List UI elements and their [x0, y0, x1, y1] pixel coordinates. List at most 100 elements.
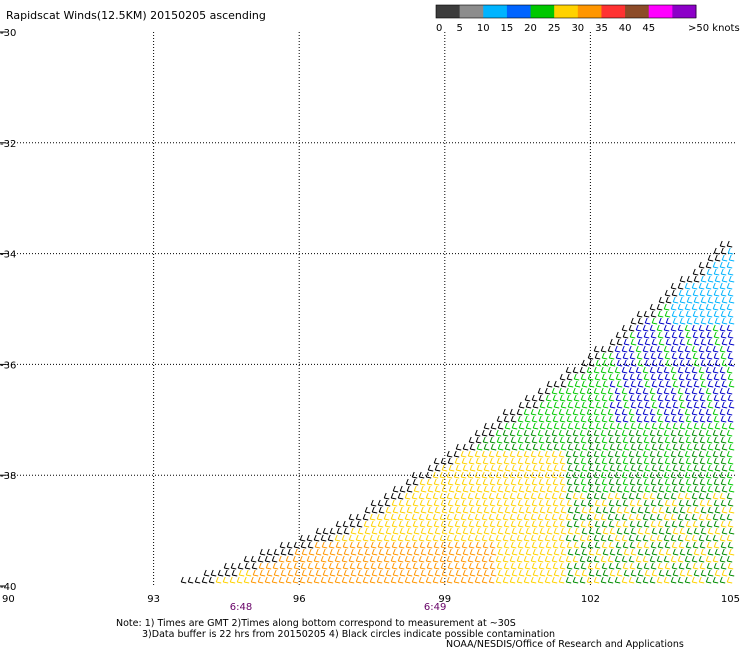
wind-barb [721, 338, 728, 346]
wind-barb [483, 506, 490, 514]
wind-barb [433, 457, 440, 465]
wind-barb [558, 492, 565, 500]
wind-barb [580, 457, 587, 465]
wind-barb [657, 415, 664, 423]
wind-barb [530, 429, 537, 437]
wind-barb [460, 555, 467, 563]
wind-barb [559, 520, 566, 528]
wind-barb [336, 569, 343, 577]
wind-barb [476, 569, 483, 577]
wind-barb [530, 555, 537, 563]
wind-barb [573, 415, 580, 423]
wind-barb [418, 576, 425, 584]
wind-barb [475, 478, 482, 486]
wind-barb [553, 464, 560, 472]
wind-barb [679, 569, 686, 577]
wind-barb [560, 506, 567, 514]
wind-barb [665, 569, 672, 577]
wind-barb [656, 471, 663, 479]
wind-barb [658, 359, 665, 367]
wind-barb [481, 471, 488, 479]
wind-barb [713, 352, 720, 360]
wind-barb [677, 366, 684, 374]
wind-barb [455, 527, 462, 535]
wind-barb [286, 541, 293, 549]
wind-barb [629, 478, 636, 486]
wind-barb [441, 485, 448, 493]
wind-barb [587, 394, 594, 402]
wind-barb [320, 534, 327, 542]
wind-barb [496, 520, 503, 528]
wind-barb [440, 478, 447, 486]
wind-barb [607, 555, 614, 563]
wind-barb [538, 478, 545, 486]
wind-barb [497, 527, 504, 535]
wind-barb [698, 429, 705, 437]
wind-barb [432, 534, 439, 542]
wind-barb [663, 345, 670, 353]
wind-barb [700, 548, 707, 556]
wind-barb [693, 422, 700, 430]
wind-barb [623, 359, 630, 367]
wind-barb [684, 408, 691, 416]
wind-barb [587, 541, 594, 549]
wind-barb [420, 506, 427, 514]
wind-barb [670, 303, 677, 311]
wind-barb [719, 345, 726, 353]
wind-barb [496, 457, 503, 465]
wind-barb [468, 478, 475, 486]
wind-barb [453, 513, 460, 521]
wind-barb [593, 492, 600, 500]
wind-barb [244, 562, 251, 570]
wind-barb [670, 408, 677, 416]
wind-barb [490, 464, 497, 472]
wind-barb [705, 366, 712, 374]
wind-barb [728, 338, 735, 346]
wind-barb [615, 373, 622, 381]
wind-barb [630, 569, 637, 577]
wind-barb [567, 422, 574, 430]
wind-barb [469, 485, 476, 493]
wind-barb [621, 366, 628, 374]
wind-barb [706, 457, 713, 465]
wind-barb [602, 380, 609, 388]
wind-barb [593, 366, 600, 374]
wind-barb [712, 387, 719, 395]
wind-barb [700, 464, 707, 472]
wind-barb [474, 471, 481, 479]
wind-barb [707, 548, 714, 556]
wind-barb [691, 429, 698, 437]
wind-barb [663, 450, 670, 458]
wind-barb [573, 436, 580, 444]
wind-barb [609, 443, 616, 451]
wind-barb [685, 520, 692, 528]
wind-barb [705, 324, 712, 332]
wind-barb [334, 576, 341, 584]
wind-barb [348, 576, 355, 584]
wind-barb [532, 527, 539, 535]
wind-barb [623, 506, 630, 514]
wind-barb [705, 534, 712, 542]
wind-barb [453, 576, 460, 584]
wind-barb [538, 562, 545, 570]
wind-barb [656, 555, 663, 563]
wind-barb [327, 576, 334, 584]
wind-barb [264, 576, 271, 584]
wind-barb [495, 576, 502, 584]
wind-barb [656, 366, 663, 374]
wind-barb [664, 520, 671, 528]
legend-swatch [554, 5, 579, 18]
wind-barb [321, 541, 328, 549]
wind-barb [691, 345, 698, 353]
wind-barb [726, 513, 733, 521]
wind-barb [643, 499, 650, 507]
wind-barb [679, 275, 686, 283]
wind-barb [322, 548, 329, 556]
wind-barb [628, 408, 635, 416]
wind-barb [362, 555, 369, 563]
wind-barb [440, 499, 447, 507]
wind-barb [601, 436, 608, 444]
wind-barb [511, 443, 518, 451]
wind-barb [720, 331, 727, 339]
wind-barb [635, 513, 642, 521]
